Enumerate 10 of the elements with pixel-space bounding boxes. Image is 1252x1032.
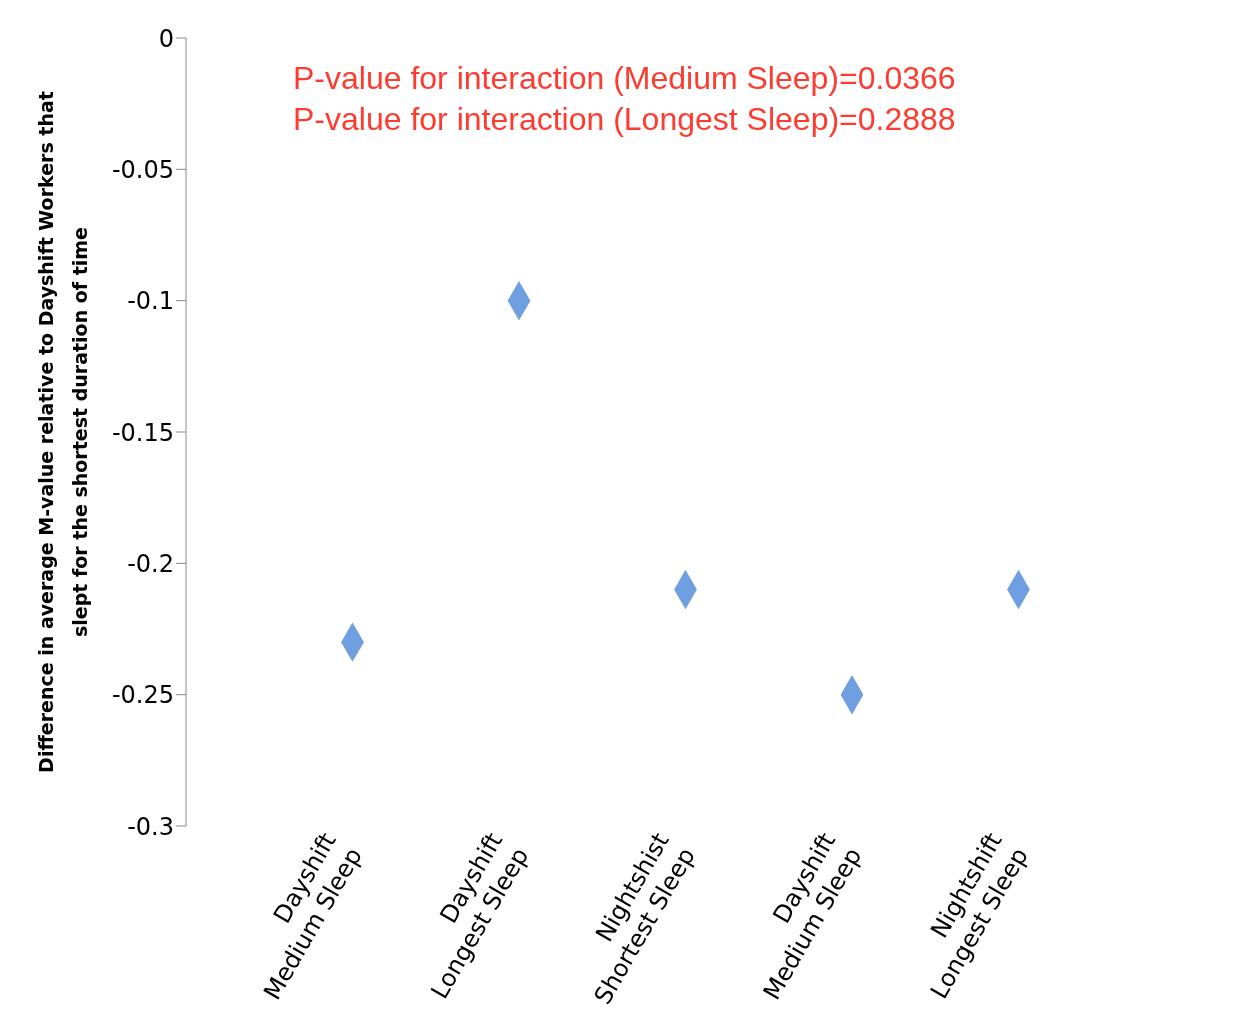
annotation: P-value for interaction (Medium Sleep)=0.0366 [293, 59, 956, 98]
y-tick-label: -0.2 [127, 549, 174, 578]
annotation: P-value for interaction (Longest Sleep)=0.2888 [293, 100, 956, 139]
y-tick-label: 0 [158, 24, 174, 53]
y-tick-label: -0.05 [111, 155, 174, 184]
y-tick-label: -0.25 [111, 681, 174, 710]
y-tick-label: -0.3 [127, 812, 174, 841]
y-tick-label: -0.15 [111, 418, 174, 447]
y-axis-title: Difference in average M-value relative to Dayshift Workers that slept for the shortest duration of time [35, 91, 91, 773]
y-tick-label: -0.1 [127, 287, 174, 316]
